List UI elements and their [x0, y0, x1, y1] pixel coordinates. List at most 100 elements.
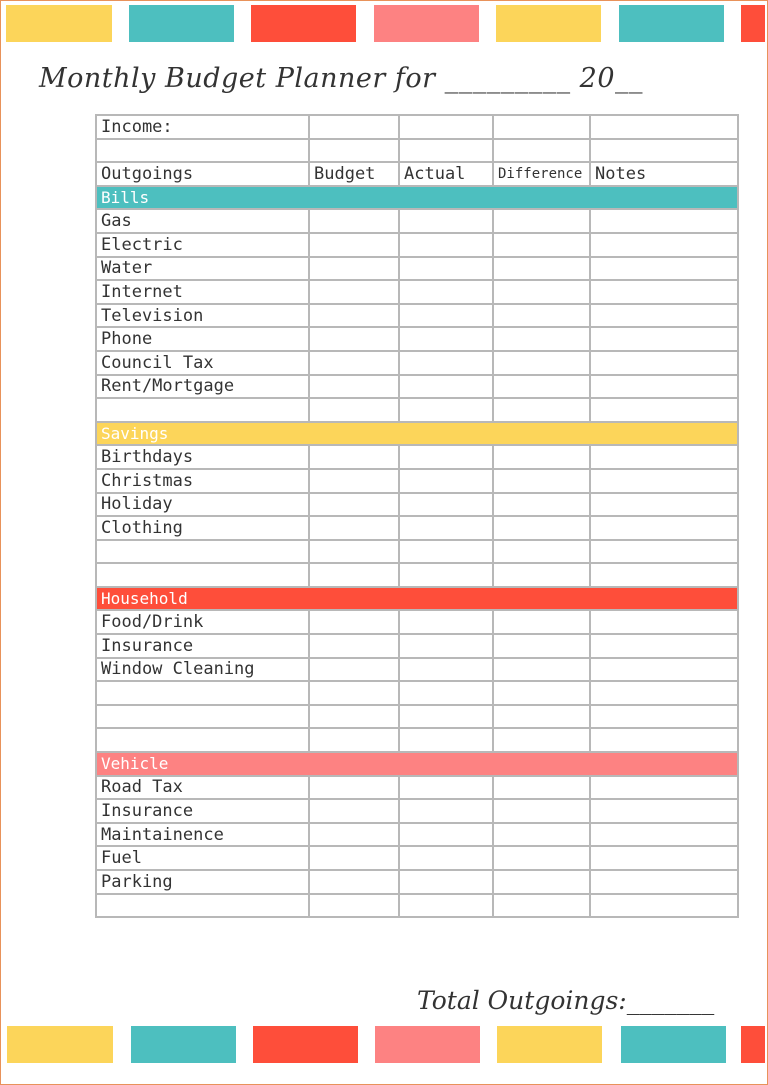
entry-cell[interactable]	[308, 680, 400, 706]
entry-cell[interactable]	[589, 467, 739, 494]
column-header[interactable]: Budget	[308, 161, 400, 187]
entry-cell[interactable]	[492, 869, 591, 895]
entry-cell[interactable]	[589, 137, 739, 164]
entry-cell[interactable]	[492, 231, 591, 258]
entry-cell[interactable]	[308, 845, 400, 871]
entry-cell[interactable]	[589, 538, 739, 565]
entry-cell[interactable]	[398, 231, 494, 258]
entry-cell[interactable]	[398, 491, 494, 518]
entry-cell[interactable]	[308, 444, 400, 470]
entry-cell[interactable]	[589, 373, 739, 400]
entry-cell[interactable]	[589, 231, 739, 258]
entry-cell[interactable]	[398, 656, 494, 683]
entry-cell[interactable]	[492, 302, 591, 329]
entry-cell[interactable]	[589, 279, 739, 305]
entry-cell[interactable]	[492, 798, 591, 824]
entry-cell[interactable]	[589, 656, 739, 683]
entry-cell[interactable]	[492, 373, 591, 400]
entry-cell[interactable]	[308, 562, 400, 588]
entry-cell[interactable]	[398, 255, 494, 282]
entry-cell[interactable]	[398, 208, 494, 234]
entry-cell[interactable]	[308, 397, 400, 423]
entry-cell[interactable]	[589, 680, 739, 706]
entry-cell[interactable]	[308, 656, 400, 683]
entry-cell[interactable]	[492, 279, 591, 305]
entry-cell[interactable]	[589, 444, 739, 470]
entry-cell[interactable]	[589, 609, 739, 636]
entry-cell[interactable]	[308, 208, 400, 234]
entry-cell[interactable]	[589, 397, 739, 423]
entry-cell[interactable]	[492, 137, 591, 164]
entry-cell[interactable]	[398, 137, 494, 164]
entry-cell[interactable]	[492, 208, 591, 234]
entry-cell[interactable]	[492, 727, 591, 754]
entry-cell[interactable]	[308, 609, 400, 636]
entry-cell[interactable]	[589, 562, 739, 588]
entry-cell[interactable]	[589, 255, 739, 282]
entry-cell[interactable]	[398, 821, 494, 848]
entry-cell[interactable]	[308, 703, 400, 730]
entry-cell[interactable]	[589, 774, 739, 801]
column-header[interactable]: Notes	[589, 161, 739, 187]
entry-cell[interactable]	[492, 656, 591, 683]
entry-cell[interactable]	[589, 491, 739, 518]
entry-cell[interactable]	[492, 397, 591, 423]
entry-cell[interactable]	[398, 774, 494, 801]
entry-cell[interactable]	[398, 444, 494, 470]
entry-cell[interactable]	[398, 373, 494, 400]
entry-cell[interactable]	[308, 774, 400, 801]
entry-cell[interactable]	[308, 231, 400, 258]
entry-cell[interactable]	[308, 255, 400, 282]
entry-cell[interactable]	[308, 538, 400, 565]
entry-cell[interactable]	[308, 892, 400, 919]
entry-cell[interactable]	[589, 798, 739, 824]
entry-cell[interactable]	[589, 821, 739, 848]
entry-cell[interactable]	[492, 609, 591, 636]
entry-cell[interactable]	[308, 727, 400, 754]
entry-cell[interactable]	[308, 869, 400, 895]
entry-cell[interactable]	[492, 562, 591, 588]
entry-cell[interactable]	[492, 633, 591, 659]
entry-cell[interactable]	[492, 114, 591, 140]
column-header[interactable]: Difference	[492, 161, 591, 187]
entry-cell[interactable]	[492, 467, 591, 494]
entry-cell[interactable]	[308, 373, 400, 400]
entry-cell[interactable]	[589, 703, 739, 730]
entry-cell[interactable]	[308, 798, 400, 824]
entry-cell[interactable]	[308, 326, 400, 352]
entry-cell[interactable]	[589, 302, 739, 329]
entry-cell[interactable]	[589, 208, 739, 234]
entry-cell[interactable]	[589, 349, 739, 376]
entry-cell[interactable]	[398, 727, 494, 754]
entry-cell[interactable]	[398, 562, 494, 588]
entry-cell[interactable]	[492, 703, 591, 730]
entry-cell[interactable]	[398, 279, 494, 305]
entry-cell[interactable]	[398, 609, 494, 636]
entry-cell[interactable]	[492, 255, 591, 282]
entry-cell[interactable]	[492, 680, 591, 706]
entry-cell[interactable]	[308, 633, 400, 659]
entry-cell[interactable]	[589, 845, 739, 871]
entry-cell[interactable]	[589, 869, 739, 895]
entry-cell[interactable]	[308, 467, 400, 494]
entry-cell[interactable]	[398, 798, 494, 824]
entry-cell[interactable]	[398, 302, 494, 329]
entry-cell[interactable]	[589, 114, 739, 140]
entry-cell[interactable]	[308, 302, 400, 329]
entry-cell[interactable]	[398, 515, 494, 541]
entry-cell[interactable]	[398, 869, 494, 895]
entry-cell[interactable]	[398, 633, 494, 659]
entry-cell[interactable]	[308, 349, 400, 376]
entry-cell[interactable]	[308, 821, 400, 848]
entry-cell[interactable]	[589, 633, 739, 659]
entry-cell[interactable]	[398, 845, 494, 871]
entry-cell[interactable]	[492, 892, 591, 919]
entry-cell[interactable]	[398, 467, 494, 494]
entry-cell[interactable]	[492, 821, 591, 848]
entry-cell[interactable]	[589, 727, 739, 754]
entry-cell[interactable]	[492, 491, 591, 518]
entry-cell[interactable]	[492, 538, 591, 565]
entry-cell[interactable]	[308, 491, 400, 518]
entry-cell[interactable]	[398, 326, 494, 352]
entry-cell[interactable]	[398, 703, 494, 730]
